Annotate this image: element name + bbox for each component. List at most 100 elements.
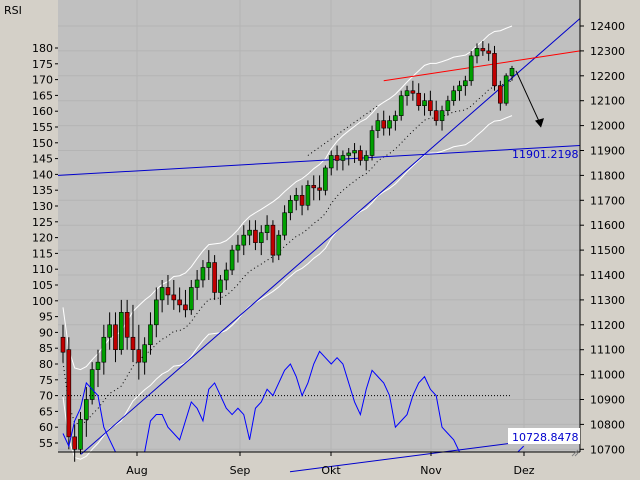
resize-grip[interactable] [571,449,579,457]
x-tick-label: Sep [230,464,251,477]
candle-body [84,399,89,420]
x-tick-label: Okt [321,464,341,477]
candle-body [223,269,229,281]
candle [340,150,346,171]
support-value-label: 11901.2198 [512,148,578,161]
candle [223,262,229,290]
candle [124,299,130,350]
candle-body [358,150,363,161]
candle-body [282,212,287,236]
left-tick-label: 55 [39,437,53,450]
candle [486,43,491,61]
left-tick-label: 75 [39,374,53,387]
candle [247,220,252,246]
arrow-shaft [515,70,542,126]
candle-body [258,232,264,243]
candle [451,85,456,106]
candle-body [159,287,165,301]
candle-body [428,100,433,111]
left-tick-label: 85 [39,342,53,355]
candle [288,195,293,221]
right-tick-label: 11700 [590,194,625,207]
candle [78,411,83,455]
uptrend-line [80,18,581,455]
candle-body [171,294,177,301]
candle-body [387,120,392,129]
candle-body [165,287,171,296]
x-tick-label: Dez [513,464,534,477]
candle [200,260,206,288]
candle [235,235,241,263]
resistance-line [383,50,581,82]
right-tick-label: 11100 [590,344,625,357]
left-tick-label: 100 [32,295,53,308]
candle-body [206,262,212,268]
candle-body [311,185,317,189]
candle-body [212,262,217,293]
candle [311,175,317,201]
right-tick-label: 12100 [590,95,625,108]
candle [480,40,486,56]
candle [398,90,404,121]
candle [445,95,451,116]
candle [358,145,363,166]
right-tick-label: 10900 [590,394,625,407]
candle-body [247,229,252,236]
left-tick-label: 80 [39,358,53,371]
grid [58,0,580,452]
candle-body [148,324,153,346]
candle-body [410,90,416,94]
candle-body [95,361,101,370]
candle [153,287,159,338]
candle [148,312,153,355]
candle-body [288,200,293,214]
candle-body [235,244,241,251]
candle-body [439,110,445,121]
candle [468,50,474,86]
candle-body [89,369,95,400]
candle [60,324,66,363]
candle-body [177,299,182,306]
candle-body [305,185,311,206]
left-tick-label: 130 [32,200,53,213]
candle [346,148,352,166]
candle-body [113,324,118,350]
left-tick-label: 140 [32,168,53,181]
candle [107,312,112,350]
candle-body [200,267,206,281]
candle-body [451,90,456,101]
left-tick-label: 90 [39,326,53,339]
candle [194,270,200,300]
candle-body [119,312,124,351]
candle-body [153,299,159,326]
candle [218,275,223,305]
right-tick-label: 11000 [590,369,625,382]
right-tick-label: 11200 [590,319,625,332]
candle-body [381,120,387,129]
candle-body [299,195,305,206]
candle [293,187,299,211]
plot-area [58,0,580,452]
candle [492,45,497,91]
candle [72,424,77,462]
candle [439,105,445,131]
candle [171,279,177,310]
arrow-head [535,118,544,128]
candle [183,289,188,318]
candle [253,220,258,251]
candle-body [142,344,147,363]
candle [89,362,95,405]
candle [270,220,276,263]
candle-body [317,187,322,191]
candle-body [352,150,357,154]
right-tick-label: 11600 [590,219,625,232]
left-tick-label: 145 [32,153,53,166]
right-tick-label: 10700 [590,443,625,456]
left-tick-label: 105 [32,279,53,292]
candle [264,215,270,241]
price-candles [60,40,515,462]
left-tick-label: 175 [32,58,53,71]
candle-body [194,279,200,288]
candle [142,337,147,375]
candle-body [130,336,136,350]
